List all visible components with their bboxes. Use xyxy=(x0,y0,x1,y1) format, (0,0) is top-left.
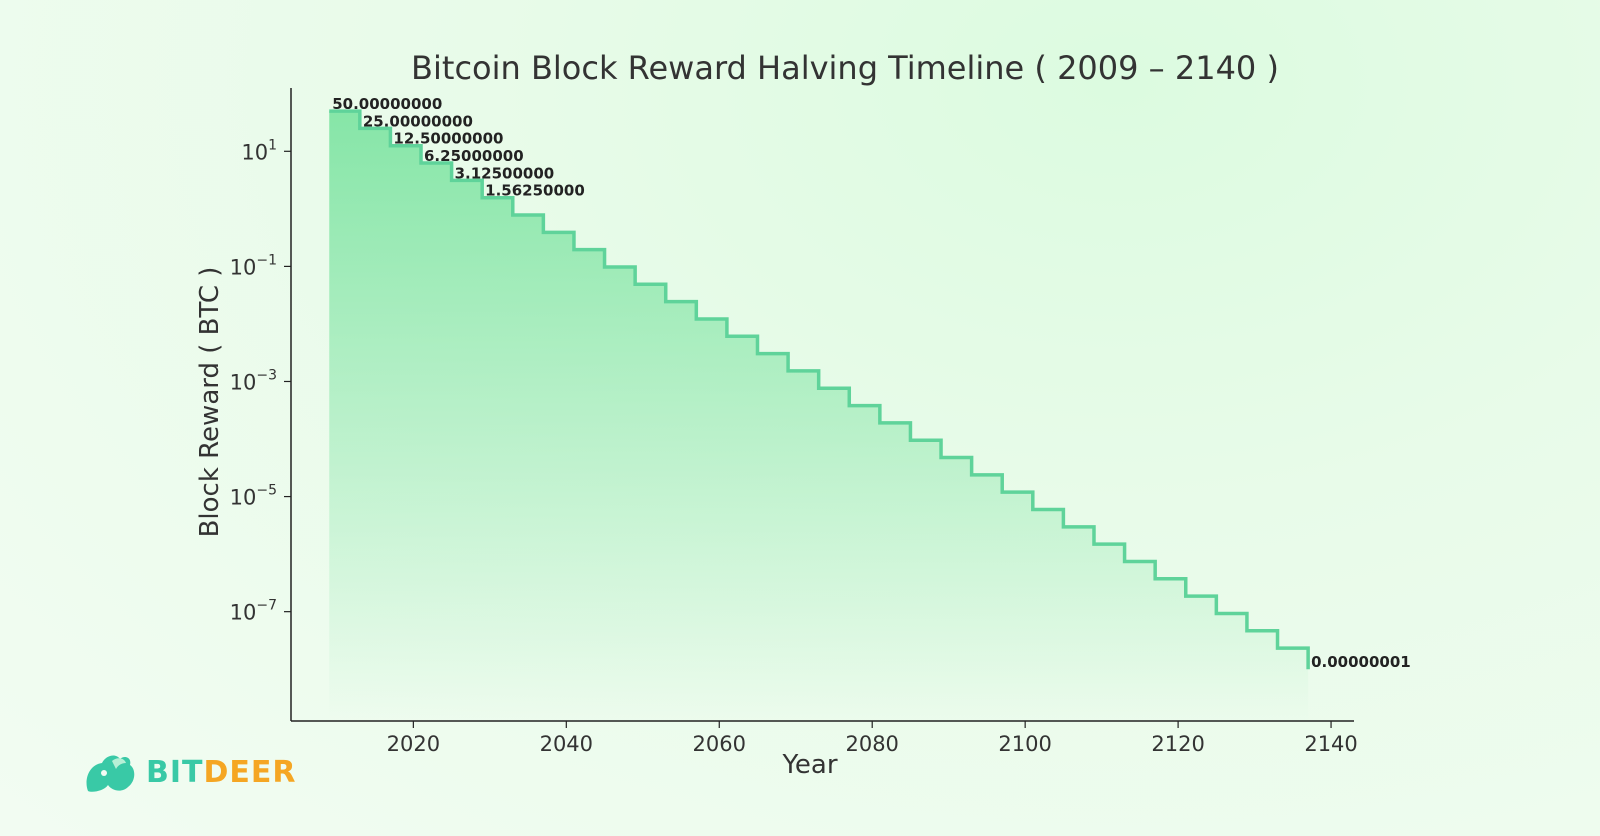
y-tick-label: 10−1 xyxy=(230,252,277,279)
x-tick-label: 2060 xyxy=(693,732,746,756)
area-fill xyxy=(329,111,1309,721)
data-label: 12.50000000 xyxy=(393,130,503,148)
brand-name-deer: DEER xyxy=(203,754,297,790)
y-tick-label: 10−3 xyxy=(230,367,277,394)
x-tick-label: 2020 xyxy=(387,732,440,756)
data-label: 1.56250000 xyxy=(485,182,585,200)
x-axis-label: Year xyxy=(781,750,837,780)
x-tick-label: 2140 xyxy=(1304,732,1357,756)
x-tick-label: 2080 xyxy=(845,732,898,756)
y-tick-label: 10−7 xyxy=(230,598,277,625)
x-tick-label: 2120 xyxy=(1151,732,1204,756)
brand-name-bit: BIT xyxy=(146,754,204,790)
x-tick-label: 2100 xyxy=(998,732,1051,756)
data-label: 3.12500000 xyxy=(455,164,555,182)
plot-area: 2020 2040 2060 2080 2100 2120 2140 101 10−1 10−3 1… xyxy=(230,88,1358,756)
data-label: 50.00000000 xyxy=(332,95,442,113)
deer-logo-icon xyxy=(86,755,135,792)
x-tick-label: 2040 xyxy=(540,732,593,756)
y-tick-label: 10−5 xyxy=(230,483,277,510)
data-label: 0.00000001 xyxy=(1311,653,1411,671)
y-axis-label: Block Reward ( BTC ) xyxy=(195,267,225,538)
brand-logo: BITDEER xyxy=(82,752,297,792)
y-tick-label: 101 xyxy=(241,137,277,164)
chart-marks: 50.0000000025.0000000012.500000006.25000… xyxy=(329,95,1411,721)
data-label: 6.25000000 xyxy=(424,147,524,165)
reward-step-line xyxy=(329,109,1310,670)
chart-title: Bitcoin Block Reward Halving Timeline ( … xyxy=(411,49,1279,87)
data-label: 25.00000000 xyxy=(363,112,473,130)
